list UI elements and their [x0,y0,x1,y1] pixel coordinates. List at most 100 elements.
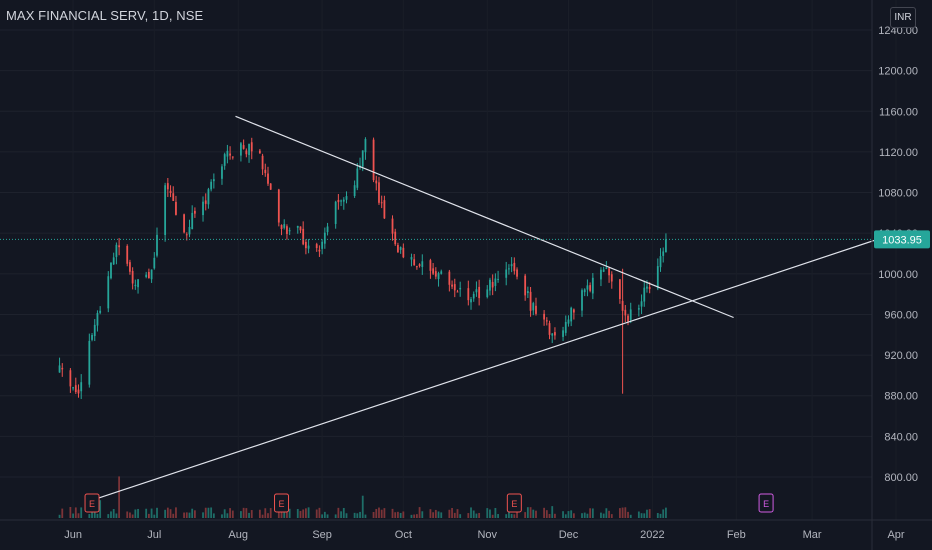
time-tick-label: Apr [887,529,904,541]
volume-bar [353,512,356,518]
volume-bar [583,512,586,518]
candle-body [543,313,546,320]
volume-bar [448,509,451,518]
volume-bar [250,510,253,518]
candle-body [337,199,340,203]
volume-bar [118,476,121,518]
candle-body [526,291,529,294]
volume-bar [221,514,223,518]
candle-body [437,273,440,280]
volume-bar [340,511,342,518]
candle-body [202,201,204,216]
candle-body [242,145,245,149]
volume-bar [242,507,245,518]
volume-bar [513,514,516,518]
candle-body [510,264,513,267]
price-tick-label: 840.00 [884,431,918,443]
candle-body [326,226,329,233]
candle-body [383,200,386,219]
volume-bar [231,510,234,518]
candle-body [456,291,459,293]
candle-body [194,210,196,214]
candle-body [610,274,613,282]
candle-body [440,271,443,274]
candle-body [529,291,532,311]
volume-bar [264,508,267,518]
volume-bar [283,511,286,518]
volume-bar [261,514,264,518]
earnings-marker-label: E [511,499,517,509]
volume-bar [188,512,191,518]
candle-body [185,234,188,236]
volume-bar [656,513,659,518]
candle-body [61,367,64,370]
volume-bar [318,507,321,518]
symbol-title: MAX FINANCIAL SERV, 1D, NSE [6,8,204,23]
volume-bar [145,508,148,518]
candle-body [665,239,667,253]
time-tick-label: Jul [147,529,161,541]
volume-bar [334,514,337,518]
candle-body [470,299,472,303]
candle-body [486,289,489,298]
volume-bar [267,513,269,518]
candle-body [283,224,286,228]
candle-body [459,287,462,290]
volume-bar [61,508,64,518]
volume-bar [202,512,204,518]
candle-body [334,201,337,224]
earnings-marker: E [84,493,100,513]
volume-bar [88,514,91,518]
candle-body [513,262,516,272]
price-tick-label: 800.00 [884,472,918,484]
candle-body [372,139,375,181]
candle-body [505,269,508,278]
volume-bar [337,507,340,518]
candle-body [164,185,167,236]
volume-bar [356,513,359,518]
candle-body [221,166,223,179]
currency-button[interactable]: INR [890,7,916,28]
candle-body [250,142,253,152]
volume-bar [602,513,605,518]
price-tick-label: 880.00 [884,391,918,403]
volume-bar [489,509,491,518]
candle-body [77,389,80,394]
volume-bar [378,507,380,518]
volume-bar [342,507,345,518]
candle-body [118,245,121,248]
candle-body [88,340,91,385]
candle-body [421,261,424,268]
volume-bar [415,514,418,518]
volume-bar [564,514,567,518]
last-price-value: 1033.95 [882,234,922,246]
candle-body [269,183,272,190]
volume-bar [572,513,575,518]
volume-bar [608,510,610,518]
volume-bar [516,509,518,518]
candle-body [402,247,405,258]
volume-bar [440,512,443,518]
volume-bar [229,508,231,518]
volume-bar [551,506,554,518]
price-tick-label: 1240.00 [878,25,918,37]
earnings-marker-box [758,493,774,513]
candle-body [432,268,435,274]
volume-bar [304,508,307,518]
candle-body [434,271,437,277]
volume-bar [399,512,402,518]
time-tick-label: Sep [312,529,332,541]
volume-bar [258,509,261,518]
volume-bar [456,509,459,518]
volume-bar [418,507,421,518]
volume-bar [226,513,229,518]
volume-bar [156,507,158,518]
candle-body [648,287,651,290]
candle-body [535,305,537,314]
volume-bar [99,500,102,518]
volume-bar [175,507,177,518]
volume-bar [510,513,513,518]
volume-bar [302,509,305,518]
volume-bar [361,495,364,518]
